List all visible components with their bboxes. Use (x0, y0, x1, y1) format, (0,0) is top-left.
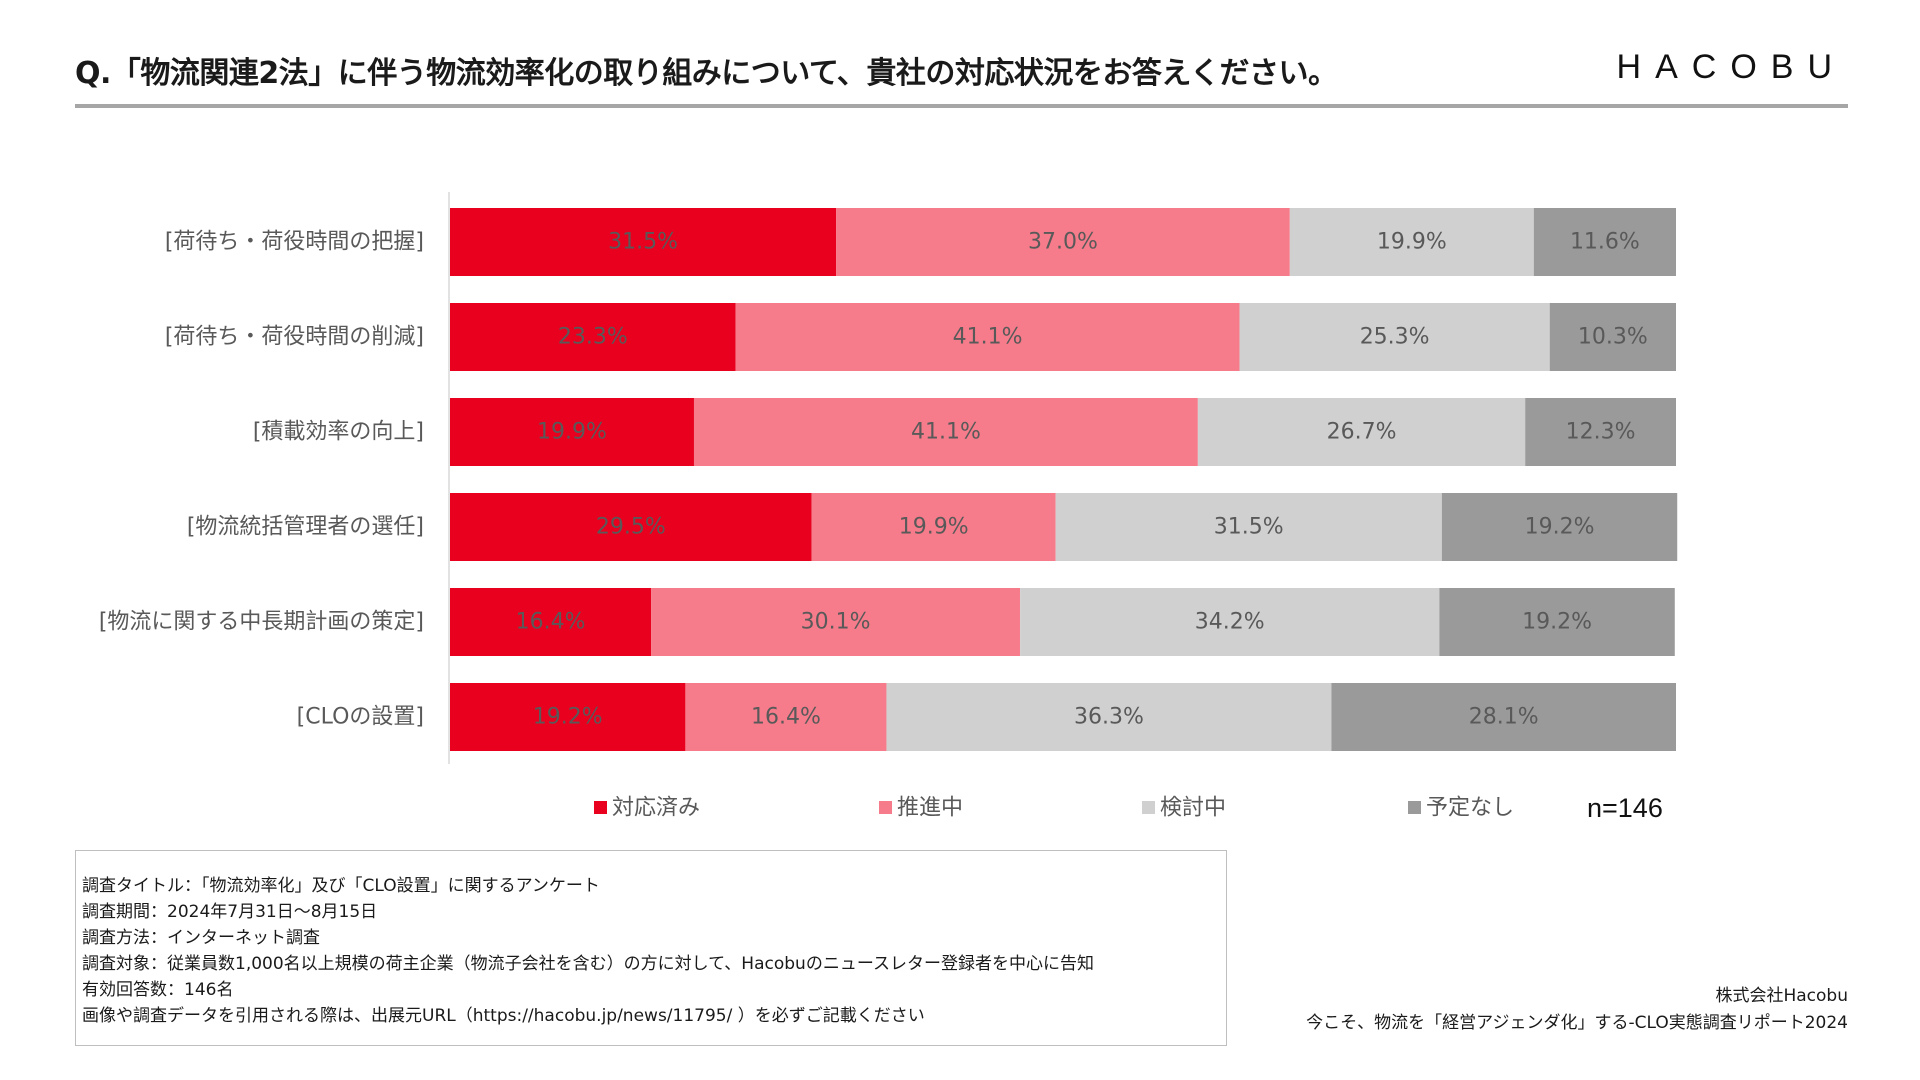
bar-segment-series-2-row-3 (1055, 493, 1442, 561)
survey-line-responses: 有効回答数：146名 (82, 980, 234, 1000)
bar-segment-series-1-row-3 (811, 493, 1056, 561)
legend-label: 推進中 (897, 796, 963, 821)
value-label: 41.1% (911, 420, 981, 445)
stacked-bar-chart: 31.5% 37.0% 19.9% 11.6% 23.3% 41.1% 25.3% 10.3%… (99, 192, 1678, 821)
bar-segment-series-1-row-2 (693, 398, 1198, 466)
value-label: 10.3% (1578, 325, 1648, 350)
category-label: [積載効率の向上] (253, 420, 424, 445)
bar-segment-series-2-row-5 (886, 683, 1332, 751)
bar-segment-series-1-row-1 (735, 303, 1240, 371)
survey-line-target: 調査対象：従業員数1,000名以上規模の荷主企業（物流子会社を含む）の方に対して… (82, 954, 1094, 974)
footer: 株式会社Hacobu 今こそ、物流を「経営アジェンダ化」する-CLO実態調査リポ… (1306, 983, 1848, 1037)
bar-segment-series-1-row-4 (651, 588, 1021, 656)
bar-segment-series-1-row-0 (836, 208, 1290, 276)
bar-segment-series-0-row-1 (450, 303, 736, 371)
value-label: 23.3% (558, 325, 628, 350)
value-label: 19.9% (537, 420, 607, 445)
value-label: 19.2% (533, 705, 603, 730)
bar-segment-series-0-row-4 (450, 588, 652, 656)
value-label: 37.0% (1028, 230, 1098, 255)
bar-segment-series-3-row-1 (1549, 303, 1676, 371)
value-label: 12.3% (1566, 420, 1636, 445)
value-label: 36.3% (1074, 705, 1144, 730)
bar-segment-series-0-row-3 (450, 493, 812, 561)
value-label: 25.3% (1360, 325, 1430, 350)
bar-segment-series-0-row-5 (450, 683, 686, 751)
survey-line-method: 調査方法：インターネット調査 (82, 928, 320, 948)
bar-segment-series-3-row-5 (1331, 683, 1676, 751)
header-divider (75, 104, 1848, 108)
bars-group: 31.5% 37.0% 19.9% 11.6% 23.3% 41.1% 25.3% 10.3%… (450, 208, 1678, 751)
bar-segment-series-2-row-4 (1020, 588, 1440, 656)
value-label: 26.7% (1327, 420, 1397, 445)
value-label: 28.1% (1469, 705, 1539, 730)
footer-company: 株式会社Hacobu (1715, 986, 1848, 1006)
bar-segment-series-0-row-0 (450, 208, 837, 276)
value-label: 31.5% (608, 230, 678, 255)
legend-label: 予定なし (1426, 796, 1514, 821)
category-label: [荷待ち・荷役時間の把握] (165, 230, 424, 255)
value-label: 19.9% (899, 515, 969, 540)
hacobu-logo: HACOBU (1616, 48, 1846, 86)
value-label: 29.5% (596, 515, 666, 540)
bar-segment-series-1-row-5 (685, 683, 887, 751)
bar-segment-series-3-row-2 (1525, 398, 1676, 466)
value-label: 19.2% (1522, 610, 1592, 635)
bar-segment-series-2-row-0 (1289, 208, 1534, 276)
bar-segment-series-2-row-1 (1239, 303, 1550, 371)
bar-segment-series-3-row-3 (1441, 493, 1678, 561)
survey-line-title: 調査タイトル：「物流効率化」及び「CLO設置」に関するアンケート (82, 876, 600, 896)
survey-line-citation: 画像や調査データを引用される際は、出展元URL（https://hacobu.j… (82, 1006, 925, 1026)
legend-swatch (1408, 801, 1421, 814)
value-label: 16.4% (516, 610, 586, 635)
value-label: 31.5% (1214, 515, 1284, 540)
category-label: [物流に関する中長期計画の策定] (99, 610, 424, 635)
survey-info-box: 調査タイトル：「物流効率化」及び「CLO設置」に関するアンケート 調査期間：20… (75, 850, 1227, 1046)
value-label: 16.4% (751, 705, 821, 730)
legend-swatch (594, 801, 607, 814)
legend-label: 対応済み (612, 796, 700, 821)
category-label: [物流統括管理者の選任] (187, 515, 424, 540)
category-labels-group: [荷待ち・荷役時間の把握] [荷待ち・荷役時間の削減] [積載効率の向上] [物流統括… (99, 230, 424, 730)
category-label: [荷待ち・荷役時間の削減] (165, 325, 424, 350)
value-label: 34.2% (1195, 610, 1265, 635)
legend-swatch (879, 801, 892, 814)
category-label: [CLOの設置] (297, 705, 424, 730)
bar-segment-series-0-row-2 (450, 398, 694, 466)
value-label: 30.1% (801, 610, 871, 635)
question-title: Q.「物流関連2法」に伴う物流効率化の取り組みについて、貴社の対応状況をお答えく… (75, 56, 1338, 91)
legend: 対応済み 推進中 検討中 予定なし (594, 796, 1514, 821)
value-label: 19.9% (1377, 230, 1447, 255)
value-label: 19.2% (1525, 515, 1595, 540)
value-label: 11.6% (1570, 230, 1640, 255)
footer-report-title: 今こそ、物流を「経営アジェンダ化」する-CLO実態調査リポート2024 (1306, 1013, 1848, 1033)
legend-swatch (1142, 801, 1155, 814)
bar-segment-series-3-row-0 (1533, 208, 1676, 276)
bar-segment-series-2-row-2 (1197, 398, 1526, 466)
survey-line-period: 調査期間：2024年7月31日〜8月15日 (82, 902, 378, 922)
sample-size-label: n=146 (1587, 793, 1663, 823)
legend-label: 検討中 (1160, 796, 1226, 821)
bar-segment-series-3-row-4 (1439, 588, 1675, 656)
value-label: 41.1% (953, 325, 1023, 350)
